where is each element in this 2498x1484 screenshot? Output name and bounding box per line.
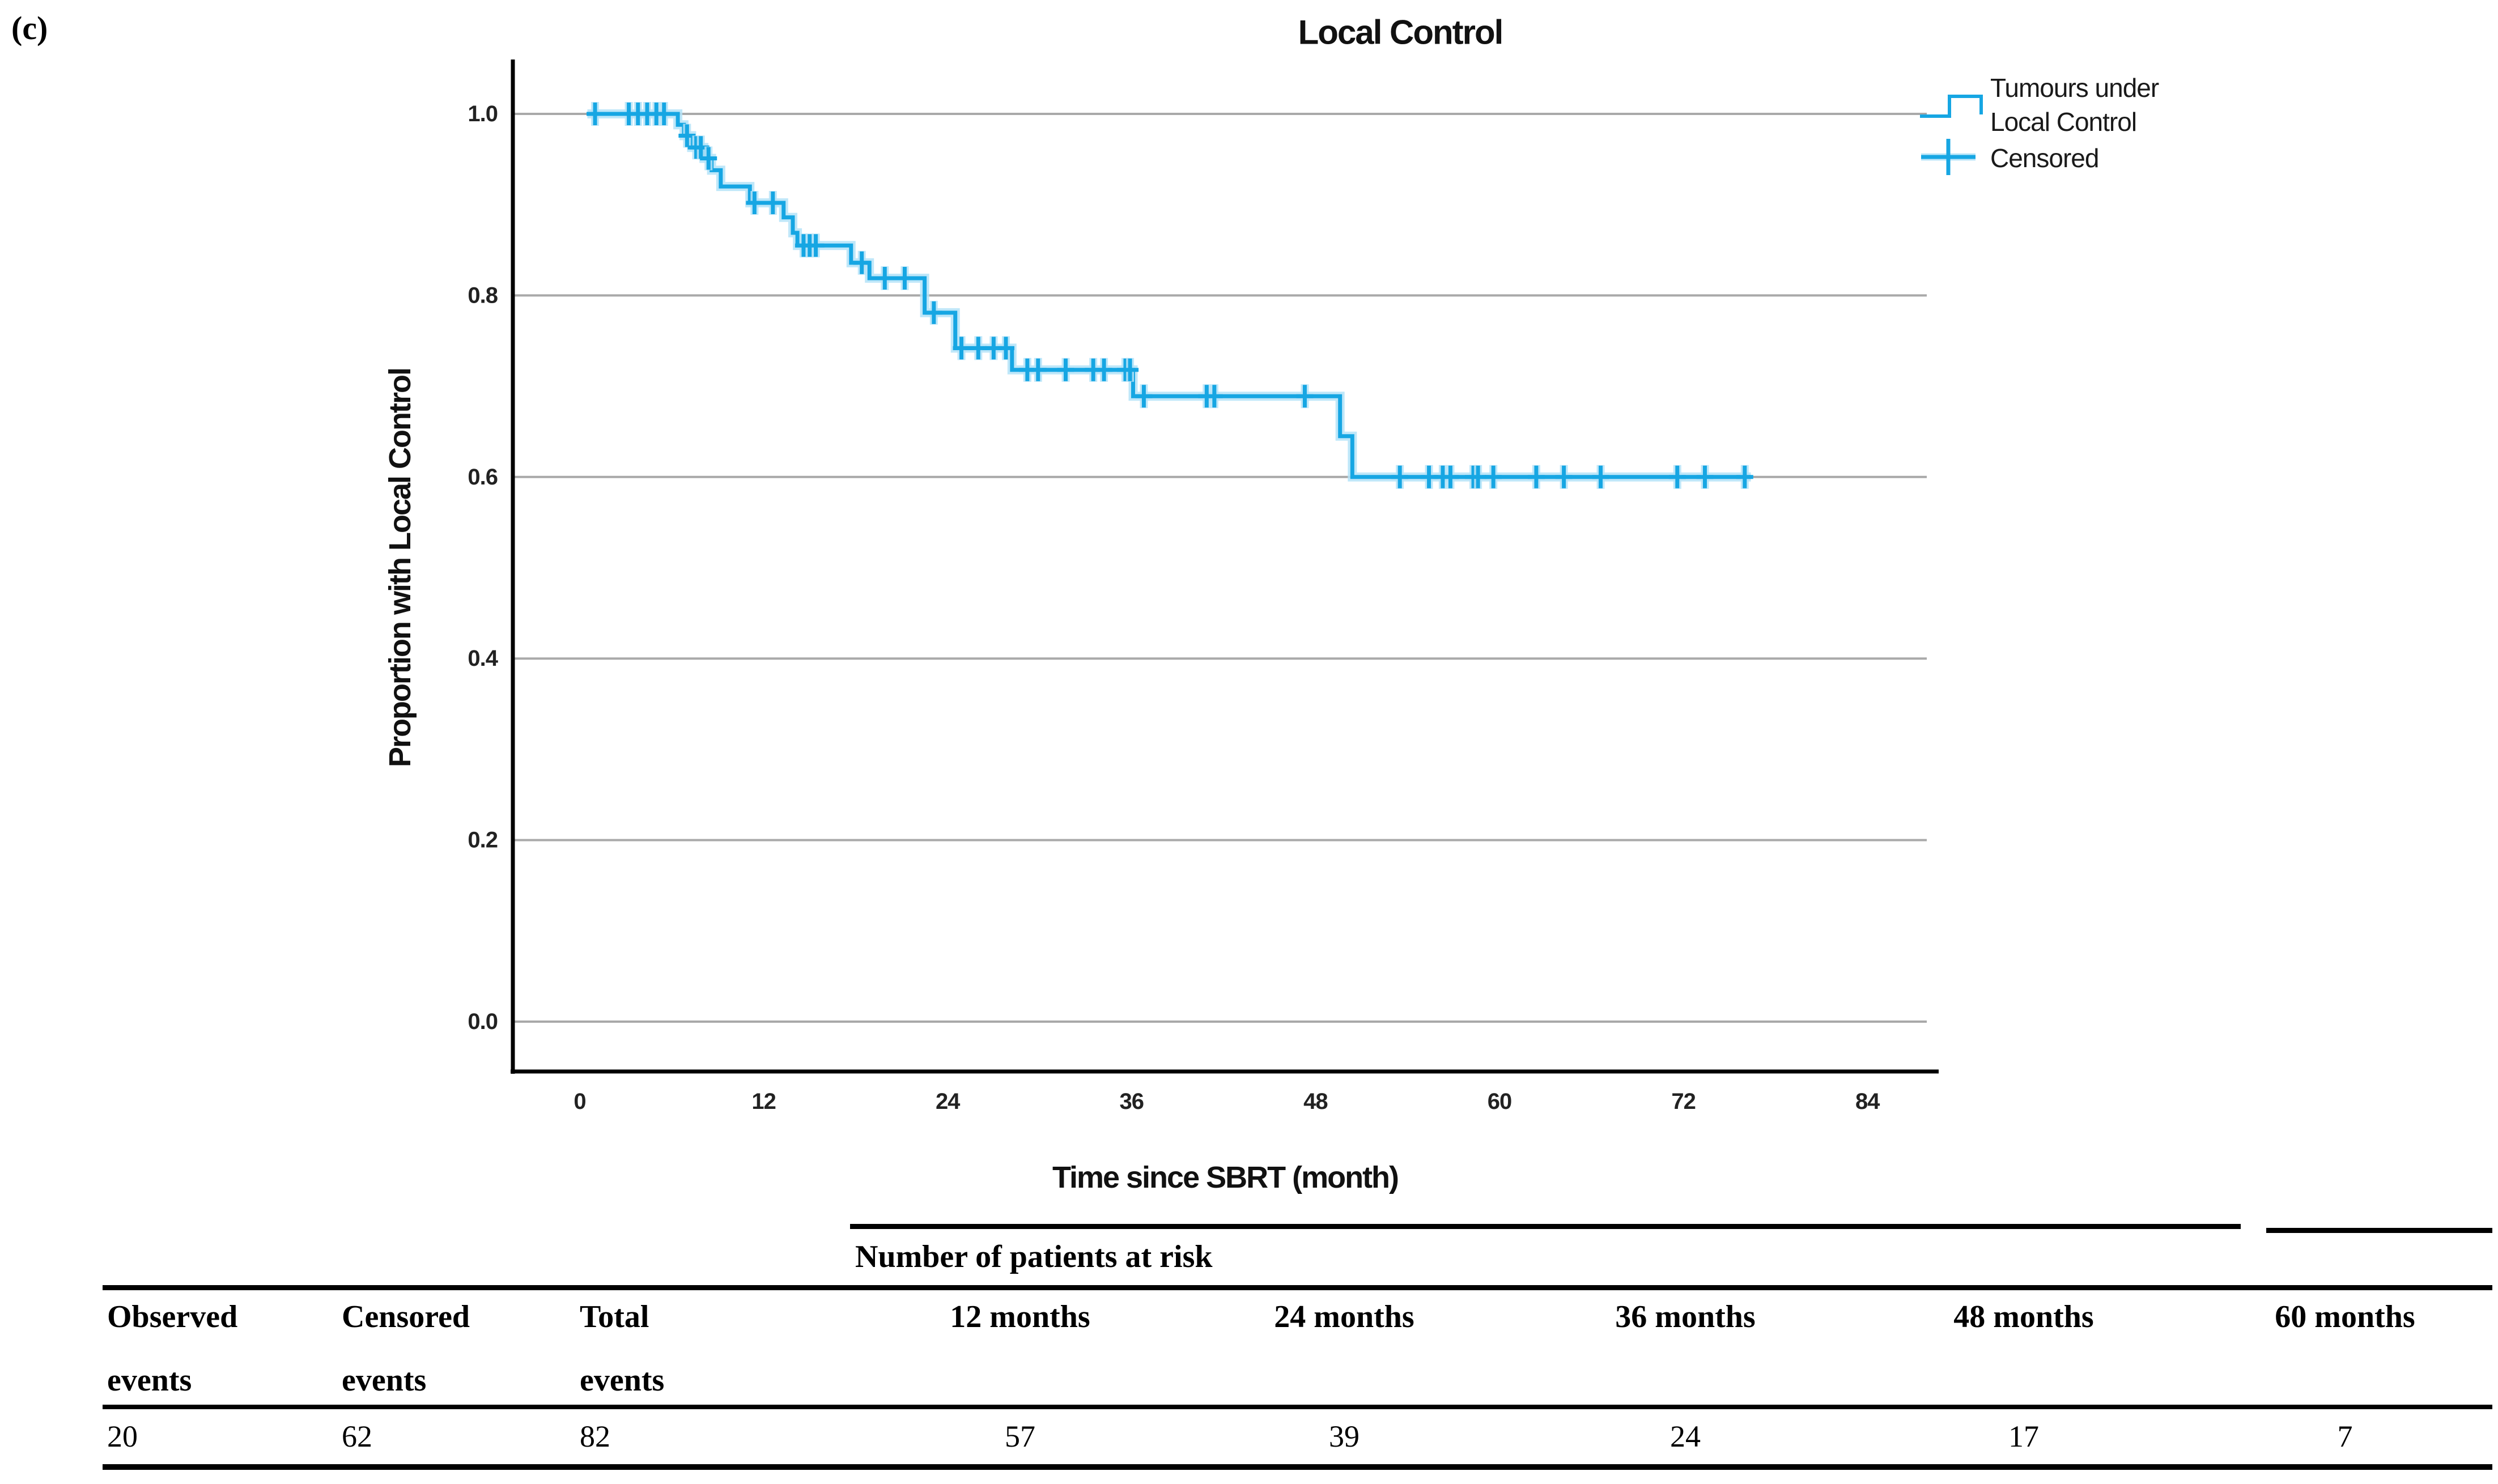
risk-col-value: 57 <box>1005 1419 1035 1453</box>
y-tick-label: 0.8 <box>468 283 498 308</box>
figure-panel-label: (c) <box>11 10 48 46</box>
risk-col-header: 36 months <box>1615 1299 1756 1334</box>
risk-col-header: 24 months <box>1274 1299 1414 1334</box>
table-rule-top-left <box>850 1224 2241 1229</box>
legend-censored-label: Censored <box>1990 143 2098 173</box>
risk-table-header: Number of patients at risk <box>855 1239 1213 1274</box>
step-line-icon <box>1920 95 1983 118</box>
summary-col-header-line2: events <box>107 1363 192 1398</box>
legend-series-label-line2: Local Control <box>1990 107 2136 137</box>
table-rule-under-header <box>103 1285 2492 1290</box>
risk-col-value: 7 <box>2337 1419 2353 1453</box>
summary-col-header-line2: events <box>342 1363 427 1398</box>
risk-col-value: 39 <box>1329 1419 1360 1453</box>
x-tick-label: 36 <box>1120 1089 1144 1114</box>
axes <box>511 59 1939 1074</box>
risk-col-header: 60 months <box>2275 1299 2415 1334</box>
x-tick-label: 24 <box>936 1089 961 1114</box>
summary-col-value: 62 <box>342 1419 372 1453</box>
summary-col-value: 20 <box>107 1419 138 1453</box>
x-axis-title: Time since SBRT (month) <box>1052 1160 1398 1194</box>
y-tick-label: 0.6 <box>468 465 498 490</box>
y-tick-label: 0.2 <box>468 828 498 853</box>
y-tick-label: 1.0 <box>468 101 498 126</box>
summary-col-header: Observed <box>107 1299 238 1334</box>
summary-col-value: 82 <box>580 1419 610 1453</box>
risk-col-value: 17 <box>2008 1419 2039 1453</box>
x-tick-label: 60 <box>1488 1089 1512 1114</box>
table-rule-under-columns <box>103 1405 2492 1409</box>
x-tick-label: 72 <box>1671 1089 1696 1114</box>
risk-col-header: 12 months <box>950 1299 1090 1334</box>
chart-title: Local Control <box>1298 14 1503 52</box>
summary-col-header: Censored <box>342 1299 470 1334</box>
y-tick-label: 0.0 <box>468 1009 498 1034</box>
y-axis-title: Proportion with Local Control <box>383 368 417 767</box>
plus-icon <box>1921 139 1976 175</box>
x-tick-label: 12 <box>751 1089 776 1114</box>
table-rule-top-right <box>2266 1228 2492 1233</box>
summary-col-header-line2: events <box>580 1363 665 1398</box>
censor-marks <box>587 102 1753 489</box>
summary-col-header: Total <box>580 1299 649 1334</box>
table-rule-bottom <box>103 1464 2492 1470</box>
gridlines <box>515 113 1927 1023</box>
risk-col-header: 48 months <box>1953 1299 2094 1334</box>
tick-labels: 1.0 0.8 0.6 0.4 0.2 0.0 0 12 24 36 48 60 72 84 <box>468 101 1881 1114</box>
x-tick-label: 48 <box>1303 1089 1328 1114</box>
x-tick-label: 0 <box>573 1089 585 1114</box>
legend-series-label-line1: Tumours under <box>1990 73 2159 103</box>
y-tick-label: 0.4 <box>468 646 498 671</box>
km-chart: Local Control 1.0 0.8 0.6 0.4 0.2 0.0 0 12 24 36 4… <box>383 14 2160 1195</box>
risk-col-value: 24 <box>1670 1419 1701 1453</box>
legend: Tumours under Local Control Censored <box>1920 73 2160 175</box>
x-tick-label: 84 <box>1855 1089 1880 1114</box>
